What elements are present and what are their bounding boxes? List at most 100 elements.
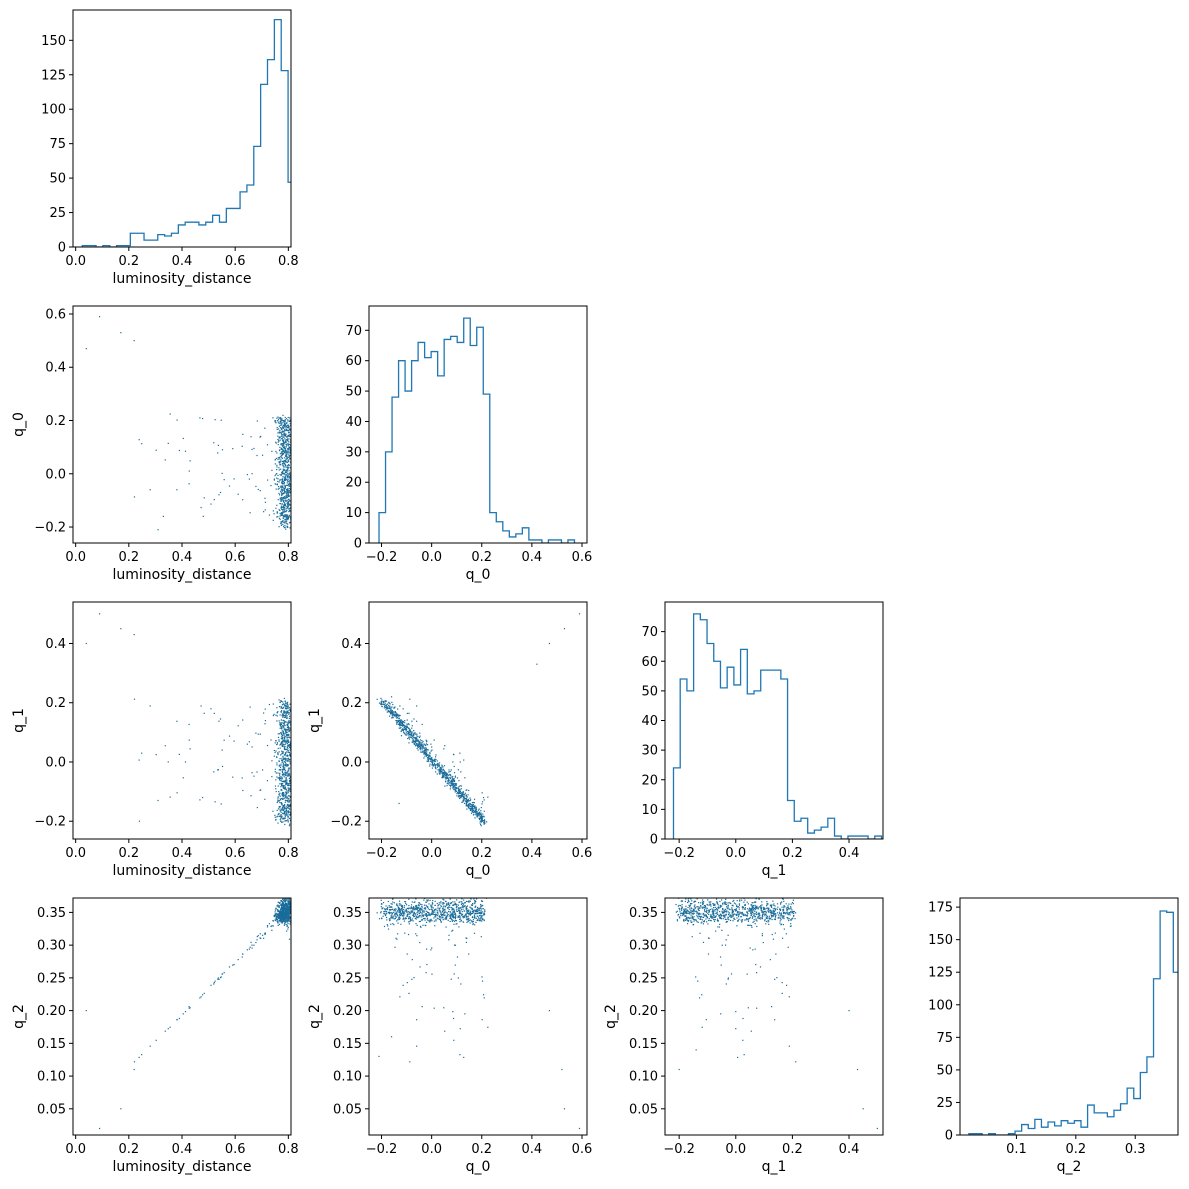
- scatter-point: [391, 712, 393, 714]
- scatter-point: [477, 919, 479, 922]
- scatter-point: [282, 420, 284, 422]
- scatter-point: [281, 520, 283, 522]
- scatter-point: [263, 937, 265, 939]
- scatter-point: [462, 801, 464, 803]
- scatter-point: [273, 915, 275, 918]
- x-tick-label: 0.1: [1006, 1142, 1027, 1157]
- scatter-point: [289, 428, 291, 430]
- scatter-point: [220, 419, 222, 421]
- scatter-point: [282, 740, 284, 742]
- scatter-point: [279, 463, 282, 465]
- scatter-point: [287, 733, 290, 736]
- scatter-point: [416, 739, 419, 741]
- scatter-point: [297, 733, 298, 734]
- scatter-point: [404, 917, 406, 919]
- scatter-point: [293, 917, 294, 918]
- scatter-point: [266, 744, 269, 747]
- scatter-point: [431, 749, 433, 751]
- scatter-point: [285, 731, 287, 733]
- scatter-point: [273, 713, 275, 715]
- scatter-point: [276, 776, 278, 778]
- scatter-point: [460, 894, 461, 895]
- scatter-point: [220, 803, 222, 805]
- scatter-point: [286, 909, 289, 911]
- scatter-point: [282, 745, 284, 747]
- scatter-point: [279, 744, 281, 746]
- scatter-point: [295, 708, 296, 709]
- scatter-point: [287, 451, 289, 453]
- histogram-step-line: [672, 613, 883, 839]
- scatter-point: [452, 904, 454, 906]
- scatter-point: [289, 741, 291, 743]
- scatter-point: [292, 908, 293, 909]
- scatter-point: [286, 480, 289, 482]
- scatter-point: [283, 905, 285, 907]
- scatter-point: [413, 915, 416, 917]
- scatter-point: [480, 806, 482, 809]
- scatter-point: [279, 512, 281, 515]
- y-tick-label: 175: [928, 901, 953, 916]
- scatter-point: [289, 761, 291, 763]
- scatter-point: [452, 786, 454, 788]
- scatter-point: [474, 902, 476, 905]
- scatter-point: [282, 726, 285, 728]
- scatter-point: [200, 506, 202, 509]
- scatter-point: [294, 774, 295, 775]
- scatter-point: [284, 716, 286, 719]
- scatter-point: [276, 472, 278, 475]
- scatter-point: [289, 911, 291, 913]
- scatter-point: [293, 464, 294, 465]
- scatter-point: [386, 706, 388, 708]
- scatter-point: [289, 790, 291, 792]
- scatter-point: [279, 810, 282, 812]
- scatter-point: [286, 702, 288, 704]
- scatter-point: [277, 914, 279, 916]
- scatter-point: [296, 421, 297, 422]
- scatter-point: [281, 797, 283, 800]
- scatter-point: [278, 760, 280, 763]
- scatter-point: [286, 910, 288, 912]
- scatter-point: [400, 721, 403, 723]
- scatter-point: [266, 926, 269, 928]
- scatter-point: [295, 807, 296, 808]
- scatter-point: [283, 904, 285, 906]
- scatter-point: [283, 473, 285, 475]
- scatter-point: [400, 923, 402, 925]
- scatter-point: [283, 909, 285, 911]
- scatter-point: [287, 429, 289, 432]
- scatter-point: [406, 911, 408, 913]
- scatter-point: [429, 753, 431, 755]
- scatter-point: [409, 729, 411, 731]
- scatter-point: [287, 800, 289, 802]
- scatter-point: [420, 749, 422, 751]
- scatter-point: [277, 486, 280, 488]
- scatter-point: [278, 794, 280, 796]
- scatter-point: [291, 449, 292, 450]
- scatter-point: [297, 905, 298, 906]
- scatter-point: [277, 419, 279, 422]
- scatter-point: [385, 916, 388, 919]
- scatter-point: [287, 717, 289, 719]
- scatter-point: [406, 909, 408, 912]
- scatter-point: [286, 742, 288, 745]
- scatter-point: [242, 433, 244, 436]
- scatter-point: [457, 792, 459, 794]
- scatter-point: [287, 805, 290, 807]
- scatter-point: [473, 798, 476, 800]
- scatter-point: [289, 775, 291, 777]
- scatter-point: [431, 756, 433, 759]
- scatter-point: [284, 448, 286, 451]
- scatter-point: [282, 481, 284, 483]
- scatter-point: [297, 905, 298, 906]
- scatter-point: [287, 725, 289, 728]
- scatter-point: [289, 787, 291, 789]
- scatter-point: [392, 923, 394, 925]
- scatter-point: [446, 914, 449, 916]
- scatter-point: [293, 904, 294, 905]
- scatter-point: [292, 918, 293, 919]
- scatter-point: [281, 910, 283, 912]
- scatter-point: [438, 908, 440, 910]
- scatter-point: [282, 798, 284, 800]
- scatter-point: [418, 742, 421, 744]
- scatter-point: [217, 769, 219, 771]
